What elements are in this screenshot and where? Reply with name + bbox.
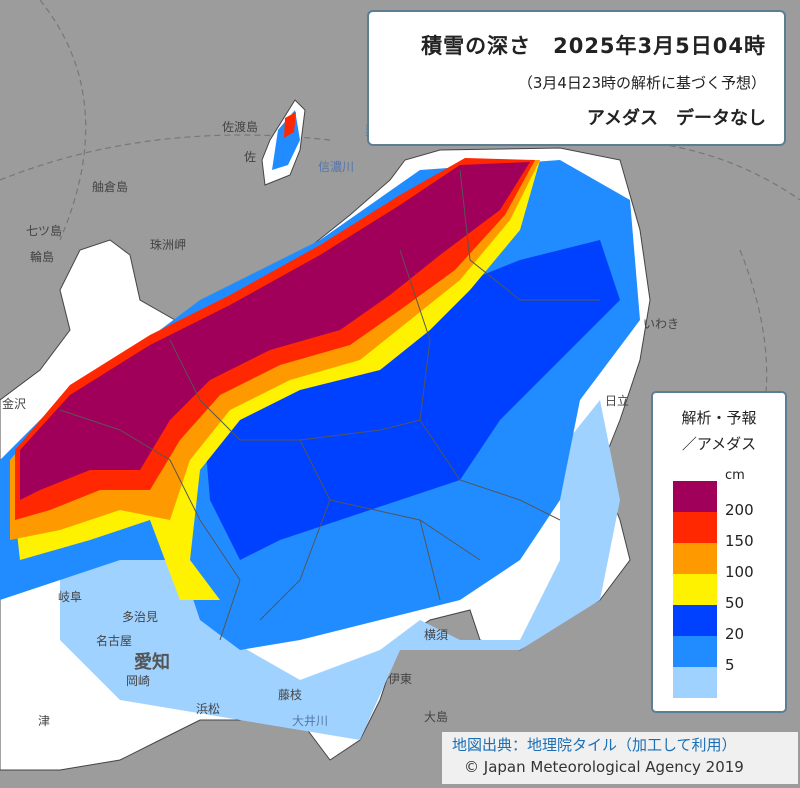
legend-swatch-label: 150 bbox=[725, 532, 754, 550]
place-label-shinano: 信濃川 bbox=[318, 160, 355, 174]
snow-zones bbox=[0, 110, 640, 740]
legend-title-line2: ／アメダス bbox=[681, 435, 757, 453]
snow-zone-0 bbox=[60, 400, 620, 740]
map-source-credit: 地図出典：地理院タイル（加工して利用） bbox=[452, 736, 737, 754]
legend-swatch-label: 5 bbox=[725, 656, 735, 674]
place-label-hekura: 舳倉島 bbox=[92, 180, 129, 194]
place-label-iwaki: いわき bbox=[643, 317, 680, 331]
legend-swatch bbox=[673, 481, 717, 512]
legend-panel: 解析・予報 ／アメダス cm 200 150 100 50 20 5 bbox=[651, 391, 787, 713]
legend-swatch bbox=[673, 636, 717, 667]
place-label-kanazawa: 金沢 bbox=[2, 397, 27, 411]
place-label-fujieda: 藤枝 bbox=[278, 688, 303, 702]
map-title: 積雪の深さ 2025年3月5日04時 bbox=[421, 34, 766, 58]
place-label-suzu: 珠洲岬 bbox=[150, 238, 187, 252]
place-label-oigawa: 大井川 bbox=[292, 714, 329, 728]
forecast-basis: （3月4日23時の解析に基づく予想） bbox=[517, 74, 766, 92]
place-label-hamamatsu: 浜松 bbox=[196, 702, 221, 716]
legend-swatch-label: 50 bbox=[725, 594, 745, 612]
place-label-nanatsu: 七ツ島 bbox=[26, 224, 63, 238]
title-panel: 積雪の深さ 2025年3月5日04時 （3月4日23時の解析に基づく予想） アメ… bbox=[367, 10, 786, 146]
copyright-notice: © Japan Meteorological Agency 2019 bbox=[464, 758, 744, 776]
legend-swatch-label: 200 bbox=[725, 501, 754, 519]
place-label-yokosuka: 横須 bbox=[424, 628, 449, 642]
place-label-okazaki: 岡崎 bbox=[126, 674, 151, 688]
legend-title-line1: 解析・予報 bbox=[681, 409, 757, 427]
legend-swatch bbox=[673, 543, 717, 574]
legend-swatch bbox=[673, 605, 717, 636]
snow-zone-sado-peak bbox=[284, 112, 296, 138]
legend-swatch-label: 100 bbox=[725, 563, 754, 581]
legend-swatch bbox=[673, 574, 717, 605]
place-label-gifu: 岐阜 bbox=[58, 590, 83, 604]
amedas-status: アメダス データなし bbox=[586, 108, 766, 129]
place-label-hitachi: 日立 bbox=[605, 394, 630, 408]
legend-unit: cm bbox=[725, 468, 745, 483]
snow-zone-200 bbox=[20, 162, 530, 500]
legend-swatch-label: 20 bbox=[725, 625, 745, 643]
sea-boundary-line bbox=[0, 0, 800, 431]
place-label-oshima: 大島 bbox=[424, 710, 449, 724]
place-label-ito: 伊東 bbox=[388, 672, 413, 686]
prefecture-borders bbox=[59, 169, 600, 641]
legend-title: 解析・予報 ／アメダス bbox=[653, 405, 785, 457]
credit-panel: 地図出典：地理院タイル（加工して利用） © Japan Meteorologic… bbox=[442, 732, 798, 784]
place-label-sado: 佐渡島 bbox=[222, 120, 259, 134]
snow-zone-20 bbox=[200, 240, 620, 560]
place-label-wajima: 輪島 bbox=[30, 250, 55, 264]
legend-swatch bbox=[673, 667, 717, 698]
place-label-aichi: 愛知 bbox=[134, 652, 170, 673]
legend-swatch bbox=[673, 512, 717, 543]
place-label-nagoya: 名古屋 bbox=[96, 634, 133, 648]
place-label-tajimi: 多治見 bbox=[122, 610, 159, 624]
place-label-sado2: 佐 bbox=[244, 150, 257, 164]
place-label-tsu: 津 bbox=[38, 714, 51, 728]
